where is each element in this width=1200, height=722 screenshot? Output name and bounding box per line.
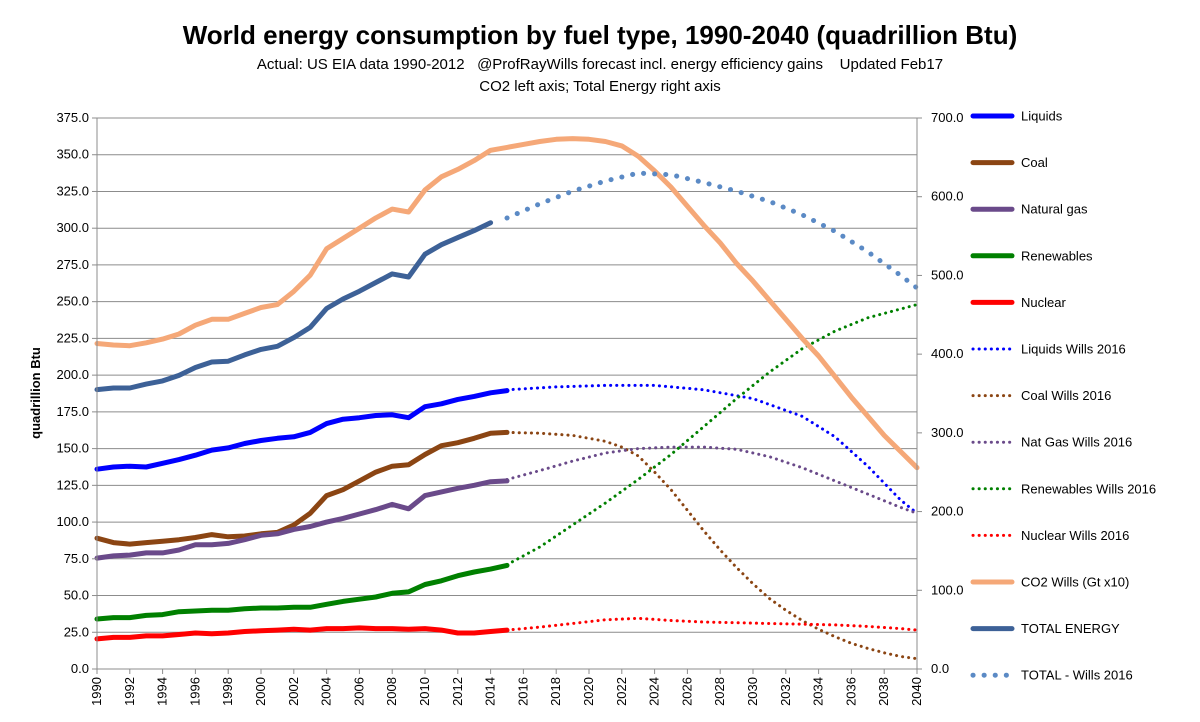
x-tick-label: 2022 [614,677,629,706]
series-line-1 [94,388,510,472]
series-line-4 [94,562,510,622]
chart-title: World energy consumption by fuel type, 1… [183,20,1018,50]
gridlines [97,117,917,670]
y-tick-label: 125.0 [56,477,89,492]
x-tick-label: 2002 [286,677,301,706]
y-tick-label: 225.0 [56,330,89,345]
x-tick-label: 1996 [187,677,202,706]
y2-tick-label: 100.0 [931,582,964,597]
x-tick-label: 2020 [581,677,596,706]
legend-label: Coal [1021,155,1048,170]
legend-label: Nuclear Wills 2016 [1021,528,1129,543]
y-tick-label: 50.0 [64,588,89,603]
y2-tick-label: 500.0 [931,267,964,282]
series-line-10 [505,616,919,632]
x-tick-label: 2006 [351,677,366,706]
x-tick-label: 2018 [548,677,563,706]
x-tick-label: 2032 [778,677,793,706]
x-tick-label: 2028 [712,677,727,706]
y-tick-label: 325.0 [56,183,89,198]
y-tick-label: 100.0 [56,514,89,529]
legend-label: Liquids [1021,109,1063,124]
series-line-8 [505,445,919,515]
series-line-11 [94,136,920,471]
legend-label: TOTAL - Wills 2016 [1021,668,1133,683]
series-group [94,136,920,661]
legend-label: Renewables [1021,248,1093,263]
x-tick-label: 2034 [811,677,826,706]
x-tick-label: 2040 [909,677,924,706]
x-tick-label: 2016 [515,677,530,706]
chart-subtitle: Actual: US EIA data 1990-2012 @ProfRayWi… [257,56,943,73]
axes: 0.0 25.0 50.0 75.0 100.0 125.0 150.0 175.0 200.0… [56,110,963,706]
legend-label: Renewables Wills 2016 [1021,481,1156,496]
x-tick-label: 2012 [450,677,465,706]
x-tick-label: 2030 [745,677,760,706]
chart-subtitle-axes-note: CO2 left axis; Total Energy right axis [479,78,721,95]
y-tick-label: 200.0 [56,367,89,382]
y2-tick-label: 200.0 [931,504,964,519]
y-tick-label: 150.0 [56,441,89,456]
y2-tick-label: 600.0 [931,189,964,204]
x-tick-label: 2038 [876,677,891,706]
legend-label: Coal Wills 2016 [1021,388,1111,403]
y-tick-label: 250.0 [56,294,89,309]
series-line-12 [94,220,494,393]
y-tick-label: 25.0 [64,624,89,639]
legend: Liquids Coal Natural gas Renewables Nuclear L… [970,109,1156,683]
y-tick-label: 175.0 [56,404,89,419]
y2-tick-label: 0.0 [931,661,949,676]
y2-tick-label: 700.0 [931,110,964,125]
legend-label: Nuclear [1021,295,1066,310]
legend-label: CO2 Wills (Gt x10) [1021,575,1129,590]
y-tick-label: 350.0 [56,147,89,162]
x-tick-label: 1992 [122,677,137,706]
y-tick-label: 0.0 [71,661,89,676]
series-line-13 [504,170,920,291]
legend-label: Natural gas [1021,202,1088,217]
series-line-3 [94,478,510,561]
y2-tick-label: 300.0 [931,425,964,440]
x-tick-label: 2008 [384,677,399,706]
x-tick-label: 2024 [647,677,662,706]
x-tick-label: 2010 [417,677,432,706]
x-tick-label: 2036 [843,677,858,706]
y-tick-label: 75.0 [64,551,89,566]
y-tick-label: 275.0 [56,257,89,272]
series-line-9 [505,303,919,567]
series-line-2 [94,429,510,547]
legend-label: Nat Gas Wills 2016 [1021,435,1132,450]
y2-tick-label: 400.0 [931,346,964,361]
legend-label: Liquids Wills 2016 [1021,342,1126,357]
series-line-5 [94,625,510,642]
x-tick-label: 2014 [483,677,498,706]
x-tick-label: 2004 [319,677,334,706]
y-tick-label: 300.0 [56,220,89,235]
y-tick-label: 375.0 [56,110,89,125]
x-tick-label: 2000 [253,677,268,706]
x-tick-label: 2026 [679,677,694,706]
x-tick-label: 1994 [155,677,170,706]
y-axis-label: quadrillion Btu [28,347,43,439]
series-line-7 [505,430,919,661]
x-tick-label: 1998 [220,677,235,706]
x-tick-label: 1990 [89,677,104,706]
legend-label: TOTAL ENERGY [1021,621,1120,636]
series-line-6 [505,383,919,515]
